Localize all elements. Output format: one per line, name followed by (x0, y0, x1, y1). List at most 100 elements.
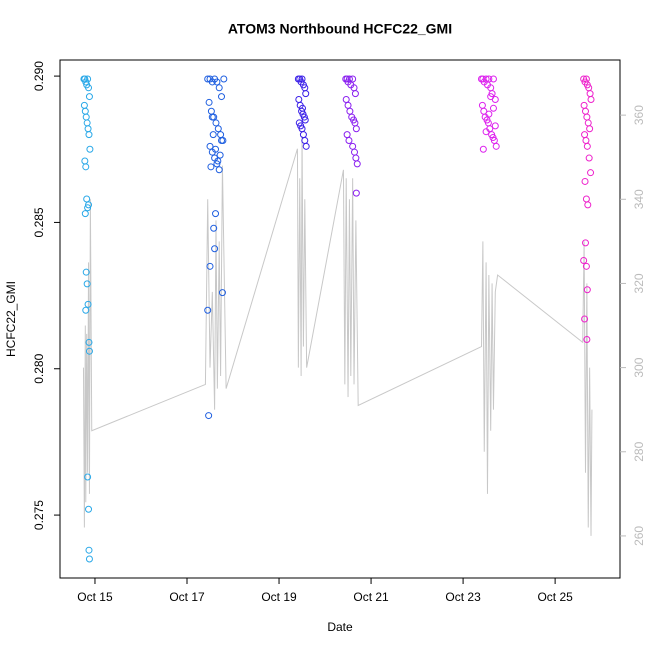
y-tick-label: 0.275 (32, 500, 46, 530)
y2-tick-label: 340 (632, 189, 646, 209)
point (302, 142, 310, 150)
point (84, 300, 92, 308)
point (207, 163, 215, 171)
x-tick-label: Oct 23 (445, 590, 481, 604)
point (213, 160, 221, 168)
point (85, 546, 93, 554)
point (491, 122, 499, 130)
point (82, 268, 90, 276)
point (208, 113, 216, 121)
point (586, 125, 594, 133)
point (213, 78, 221, 86)
point (214, 157, 222, 165)
point (302, 90, 310, 98)
point (352, 189, 360, 197)
point (83, 280, 91, 288)
x-tick-label: Oct 19 (261, 590, 297, 604)
point (82, 306, 90, 314)
line-series (82, 136, 593, 536)
point (212, 119, 220, 127)
point (210, 224, 218, 232)
point (352, 125, 360, 133)
point (206, 142, 214, 150)
point (485, 110, 493, 118)
plot-frame (59, 59, 621, 579)
point (218, 93, 226, 101)
point (489, 75, 497, 83)
point (351, 90, 359, 98)
point (580, 256, 588, 264)
y2-tick-label: 360 (632, 105, 646, 125)
x-axis-label: Date (327, 620, 353, 634)
point (215, 84, 223, 92)
point (485, 75, 493, 83)
point (584, 201, 592, 209)
point (220, 75, 228, 83)
point (212, 145, 220, 153)
point (206, 262, 214, 270)
point (482, 128, 490, 136)
y-tick-label: 0.285 (32, 207, 46, 237)
point (583, 335, 591, 343)
x-tick-label: Oct 25 (537, 590, 573, 604)
point (85, 201, 93, 209)
y2-tick-label: 320 (632, 273, 646, 293)
y2-tick-label: 280 (632, 441, 646, 461)
point (353, 160, 361, 168)
point (585, 154, 593, 162)
point (85, 555, 93, 563)
x-tick-label: Oct 15 (77, 590, 113, 604)
y-tick-label: 0.290 (32, 61, 46, 91)
point (85, 338, 93, 346)
point (581, 315, 589, 323)
point (492, 142, 500, 150)
point (487, 93, 495, 101)
point (211, 245, 219, 253)
point (215, 166, 223, 174)
point (85, 131, 93, 139)
point (479, 145, 487, 153)
point (85, 84, 93, 92)
point (218, 136, 226, 144)
x-tick-label: Oct 17 (169, 590, 205, 604)
point (301, 116, 309, 124)
point (581, 239, 589, 247)
point (85, 347, 93, 355)
y-axis-label: HCFC22_GMI (4, 281, 18, 357)
point (85, 93, 93, 101)
point (205, 412, 213, 420)
point (82, 163, 90, 171)
point (85, 505, 93, 513)
point (300, 113, 308, 121)
y2-tick-label: 260 (632, 526, 646, 546)
point (212, 210, 220, 218)
point (349, 75, 357, 83)
point (582, 262, 590, 270)
point (204, 306, 212, 314)
point (205, 98, 213, 106)
point (583, 142, 591, 150)
point (345, 136, 353, 144)
y2-tick-label: 300 (632, 357, 646, 377)
point (209, 131, 217, 139)
point (581, 177, 589, 185)
point (489, 104, 497, 112)
x-tick-label: Oct 21 (353, 590, 389, 604)
point (218, 289, 226, 297)
point (587, 96, 595, 104)
point (81, 210, 89, 218)
point (84, 204, 92, 212)
chart-title: ATOM3 Northbound HCFC22_GMI (228, 21, 452, 37)
point (216, 151, 224, 159)
point (583, 286, 591, 294)
point (214, 125, 222, 133)
point (84, 473, 92, 481)
point (587, 169, 595, 177)
y-tick-label: 0.280 (32, 353, 46, 383)
point (298, 104, 306, 112)
point (86, 145, 94, 153)
point (84, 75, 92, 83)
